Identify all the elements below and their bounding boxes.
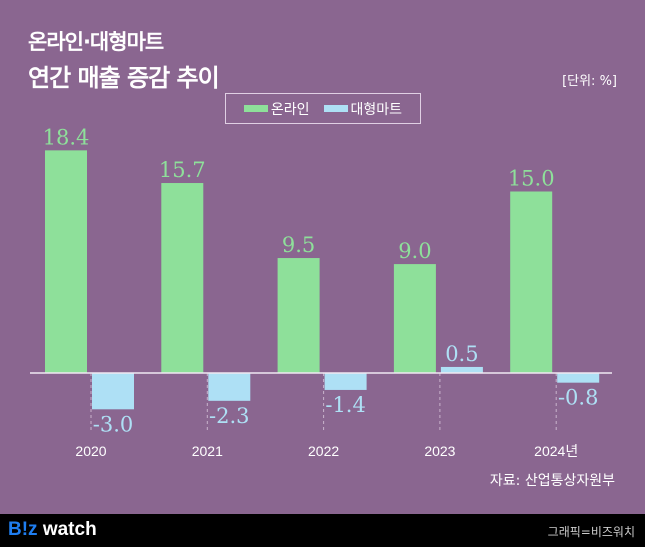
value-label-mart: -3.0 (93, 412, 134, 436)
legend-label-online: 온라인 (270, 101, 310, 118)
x-tick-label: 2020 (75, 443, 106, 459)
bizwatch-logo: B!z watch (8, 519, 97, 540)
legend-swatch-mart (323, 105, 348, 112)
bar-mart (440, 366, 483, 373)
value-label-mart: -1.4 (325, 393, 366, 417)
bar-online (510, 191, 553, 373)
value-label-online: 9.5 (282, 233, 315, 257)
footer-bar: B!z watch 그래픽=비즈워치 (0, 514, 645, 547)
value-label-online: 18.4 (43, 125, 90, 149)
bar-online (161, 183, 204, 373)
legend-item-online: 온라인 (243, 99, 310, 119)
bar-online (45, 150, 87, 373)
x-tick-label: 2024년 (534, 443, 578, 459)
legend-item-mart: 대형마트 (323, 99, 403, 119)
value-label-online: 9.0 (398, 239, 431, 263)
bar-mart (324, 373, 367, 390)
value-label-mart: 0.5 (445, 342, 478, 366)
legend-label-mart: 대형마트 (350, 101, 403, 118)
legend: 온라인 대형마트 (225, 93, 421, 124)
bar-online (393, 264, 436, 373)
bar-mart (92, 373, 134, 410)
unit-label: [단위: %] (562, 74, 617, 89)
x-tick-label: 2022 (308, 443, 339, 459)
value-label-mart: -2.3 (209, 404, 250, 428)
bar-online (277, 258, 320, 373)
legend-swatch-online (243, 105, 268, 112)
value-label-online: 15.0 (508, 167, 555, 191)
chart-title-line1: 온라인·대형마트 (28, 30, 164, 54)
bar-mart (208, 373, 251, 401)
value-label-mart: -0.8 (558, 386, 599, 410)
source-note: 자료: 산업통상자원부 (489, 473, 615, 489)
x-tick-label: 2021 (192, 443, 223, 459)
x-tick-label: 2023 (424, 443, 455, 459)
chart-title-line2: 연간 매출 증감 추이 (28, 64, 220, 92)
graphic-credit: 그래픽=비즈워치 (547, 525, 635, 539)
value-label-online: 15.7 (159, 158, 206, 182)
bar-mart (557, 373, 600, 383)
